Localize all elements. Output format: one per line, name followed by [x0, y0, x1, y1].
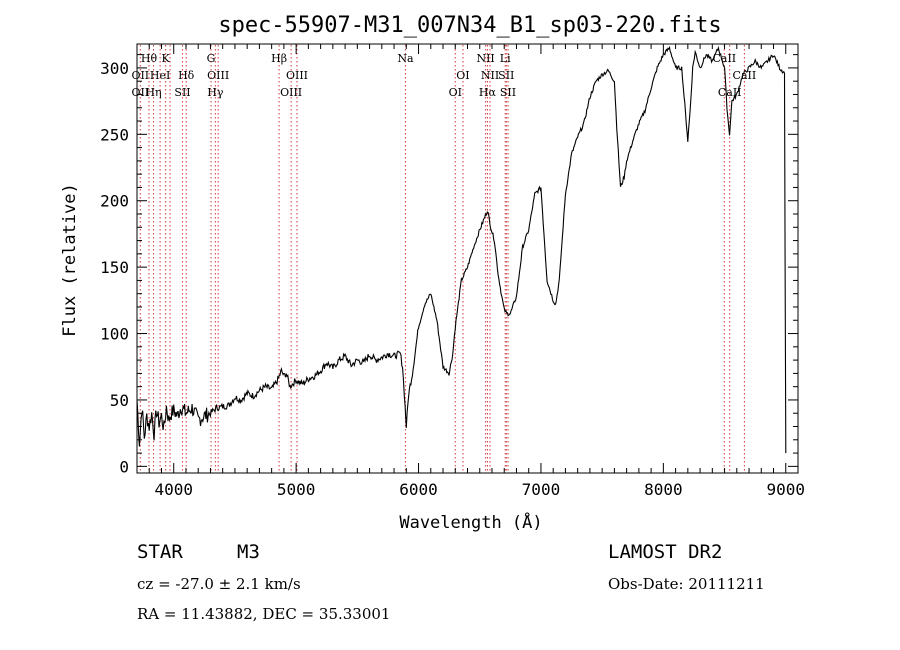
line-label: SII — [174, 86, 190, 99]
x-axis: 4000 5000 6000 7000 8000 9000 — [136, 44, 805, 499]
line-label: OI — [456, 69, 469, 82]
line-label: OIII — [207, 69, 229, 82]
line-label: CaII — [718, 86, 742, 99]
line-label: OI — [449, 86, 462, 99]
object-subclass: M3 — [237, 541, 260, 563]
line-label: OII — [131, 69, 149, 82]
x-tick-label: 8000 — [644, 480, 683, 499]
y-axis-label: Flux (relative) — [60, 183, 80, 337]
y-tick-label: 100 — [100, 325, 129, 344]
x-axis-label: Wavelength (Å) — [399, 511, 542, 533]
line-label: CaII — [733, 69, 757, 82]
line-label: Hγ — [207, 86, 224, 99]
x-tick-label: 4000 — [154, 480, 193, 499]
line-label: OIII — [286, 69, 308, 82]
line-label: NII — [481, 69, 499, 82]
line-label: CaII — [712, 52, 736, 65]
chart-title: spec-55907-M31_007N34_B1_sp03-220.fits — [218, 13, 721, 38]
line-label: Li — [500, 52, 511, 65]
line-label: Hθ — [141, 52, 158, 65]
line-label: NII — [476, 52, 494, 65]
redshift-text: cz = -27.0 ± 2.1 km/s — [137, 575, 301, 593]
x-tick-label: 9000 — [766, 480, 805, 499]
line-label: Hβ — [271, 52, 287, 65]
spectral-line-labels: HθOIIOIIHηHeIKHδSIIGOIIIHγHβOIIIOIIINaOI… — [131, 52, 756, 99]
line-label: Hδ — [178, 69, 195, 82]
line-label: Hα — [479, 86, 497, 99]
line-label: SII — [500, 86, 516, 99]
obs-date: Obs-Date: 20111211 — [608, 575, 765, 593]
line-label: OIII — [280, 86, 302, 99]
line-label: Hη — [145, 86, 161, 99]
y-tick-label: 200 — [100, 192, 129, 211]
y-tick-label: 300 — [100, 59, 129, 78]
line-label: G — [207, 52, 216, 65]
line-label: Na — [397, 52, 414, 65]
y-axis: 0 50 100 150 200 250 300 — [100, 54, 798, 476]
spectrum-line — [136, 45, 787, 454]
line-label: SII — [498, 69, 514, 82]
plot-frame — [136, 43, 799, 474]
y-tick-label: 250 — [100, 125, 129, 144]
survey-name: LAMOST DR2 — [608, 541, 723, 563]
x-tick-label: 5000 — [277, 480, 316, 499]
x-tick-label: 7000 — [522, 480, 561, 499]
line-label: OII — [131, 86, 149, 99]
y-tick-label: 150 — [100, 258, 129, 277]
line-marks — [139, 45, 745, 472]
y-tick-label: 50 — [110, 391, 129, 410]
spectrum-chart: spec-55907-M31_007N34_B1_sp03-220.fits H… — [60, 13, 805, 533]
y-tick-label: 0 — [119, 457, 129, 476]
object-class: STAR — [137, 541, 183, 563]
coordinates: RA = 11.43882, DEC = 35.33001 — [137, 605, 391, 623]
line-label: HeI — [150, 69, 170, 82]
line-label: K — [162, 52, 171, 65]
x-tick-label: 6000 — [399, 480, 438, 499]
